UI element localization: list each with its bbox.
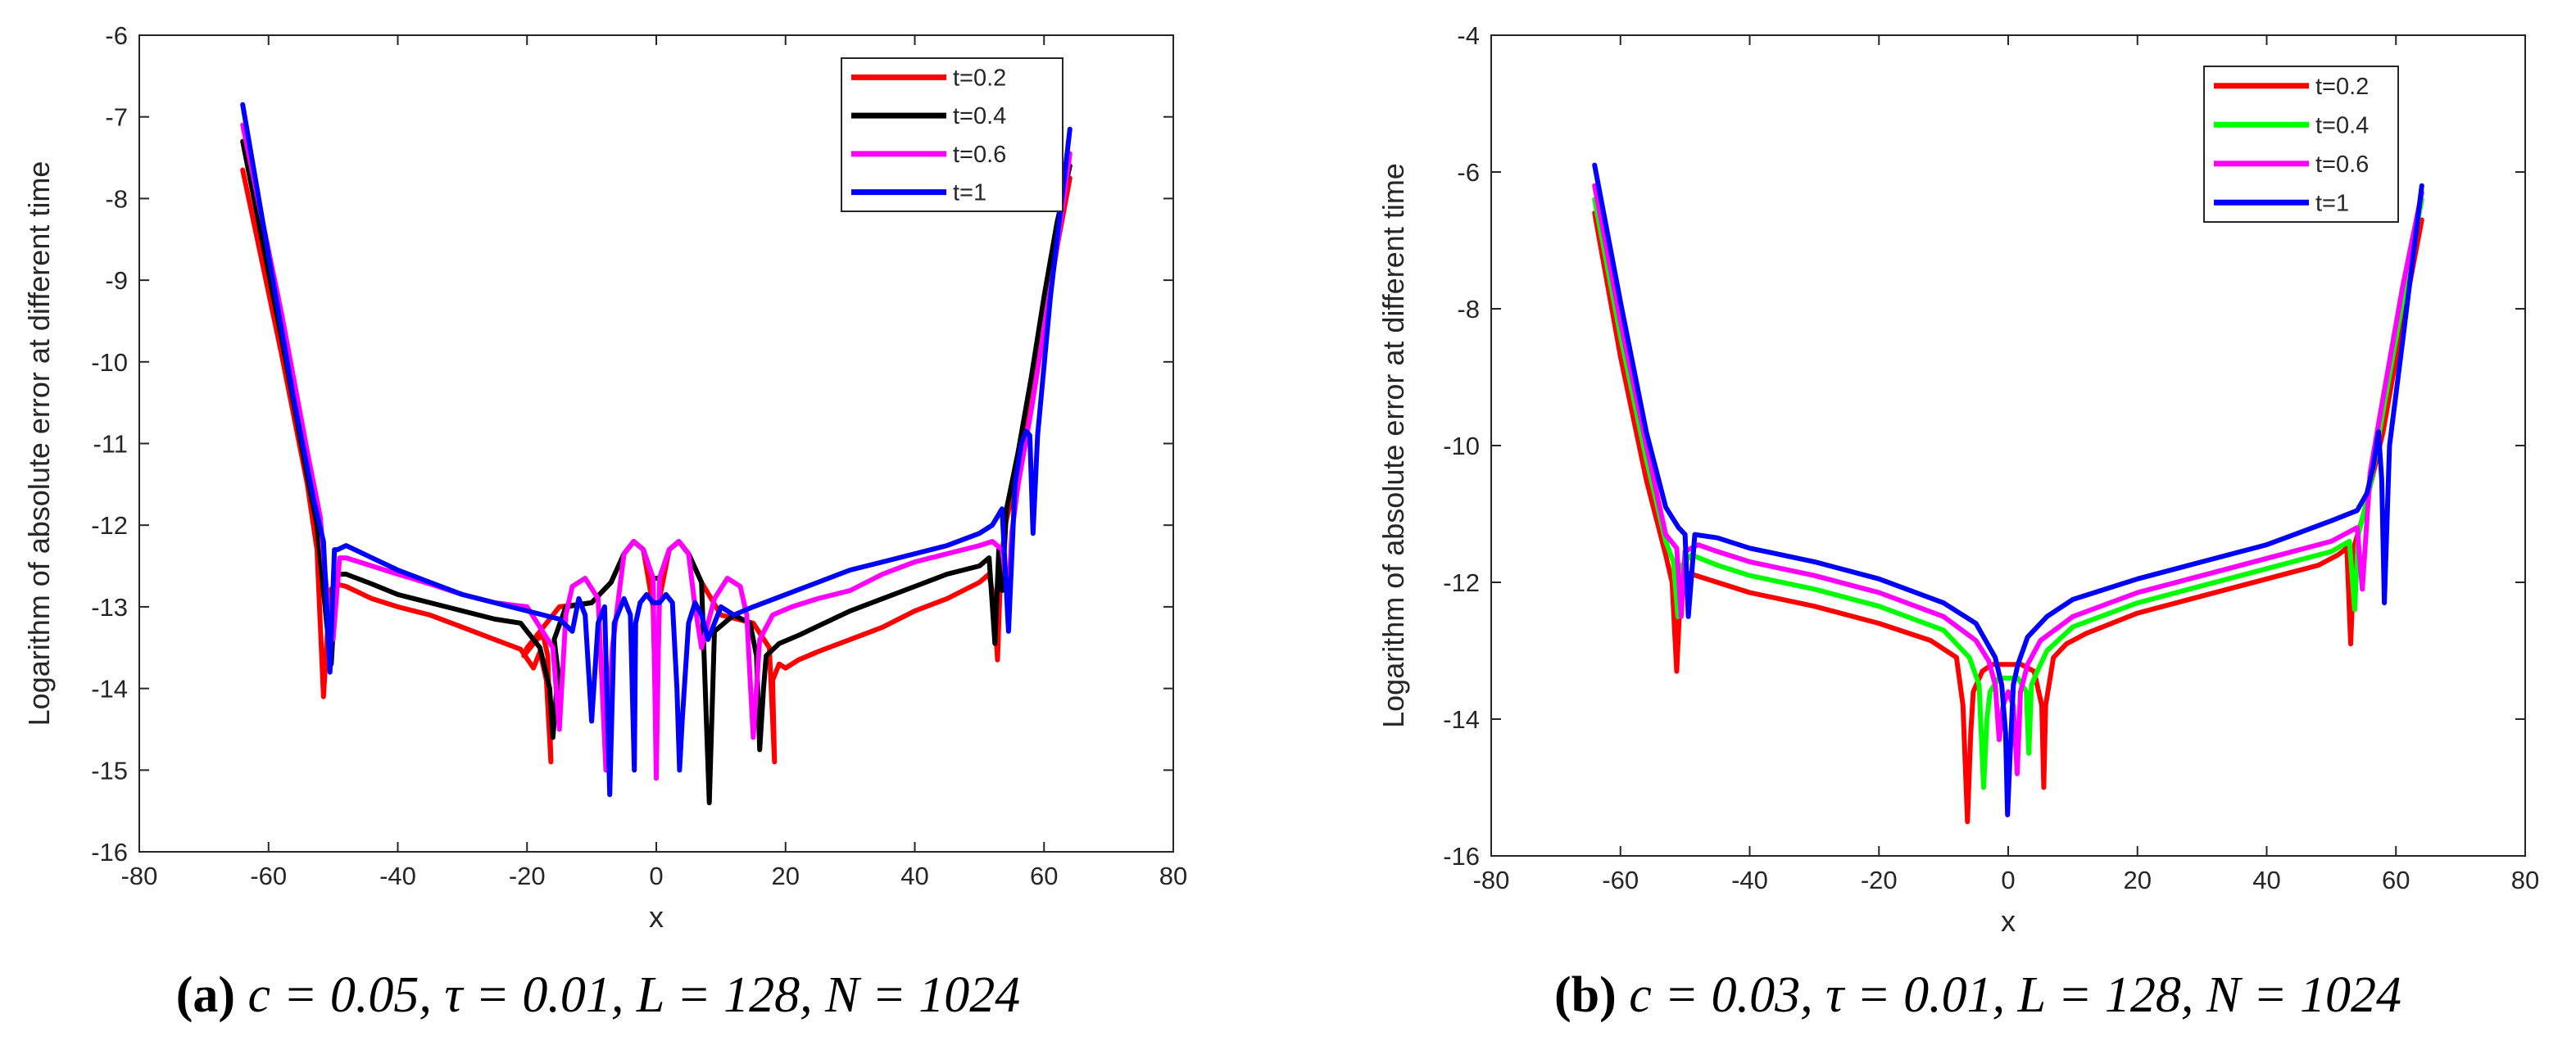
panel-b-y-axis-label: Logarithm of absolute error at different… xyxy=(1376,163,1410,728)
panel-b-y-tick-label: -8 xyxy=(1457,295,1480,324)
panel-a-x-tick-label: -60 xyxy=(250,862,287,890)
panel-a-y-tick-label: -8 xyxy=(105,184,128,213)
panel-a-legend-label: t=0.6 xyxy=(953,142,1006,168)
panel-a-caption-tag: (a) xyxy=(176,967,248,1023)
panel-b-legend-label: t=1 xyxy=(2315,190,2349,216)
panel-b-y-tick-label: -10 xyxy=(1443,432,1480,460)
panel-b-legend: t=0.2 t=0.4 t=0.6 t=1 xyxy=(2203,66,2399,223)
panel-a-series-line-t-0-6 xyxy=(240,122,1073,781)
panel-b-x-tick-label: 60 xyxy=(2382,866,2410,894)
panel-a-y-tick-label: -6 xyxy=(105,21,128,50)
panel-a-legend-box xyxy=(841,57,1064,212)
panel-b-series-line-t-1 xyxy=(1592,162,2424,817)
panel-a-caption: (a) c = 0.05, τ = 0.01, L = 128, N = 102… xyxy=(176,967,1021,1023)
panel-b-legend-label: t=0.6 xyxy=(2315,152,2369,178)
panel-a-x-tick-label: 80 xyxy=(1159,862,1187,890)
panel-b-series-group xyxy=(1592,162,2424,825)
panel-b-x-tick-label: -20 xyxy=(1861,866,1898,894)
panel-b-caption-text: c = 0.03, τ = 0.01, L = 128, N = 1024 xyxy=(1629,967,2401,1023)
panel-b-y-tick-label: -4 xyxy=(1457,21,1480,50)
panel-b-x-tick-label: 80 xyxy=(2511,866,2539,894)
panel-a-y-tick-label: -12 xyxy=(91,511,128,540)
panel-b-x-tick-label: 40 xyxy=(2252,866,2280,894)
panel-a-series-line-t-1 xyxy=(240,102,1073,798)
panel-b-x-tick-label: 20 xyxy=(2124,866,2152,894)
panel-a-x-tick-label: -40 xyxy=(379,862,416,890)
panel-a-chart: -80 -60 -40 -20 0 20 40 60 80 -16 -15 -14 -13 -12 -11 -… xyxy=(22,21,1187,1023)
panel-a-series-group xyxy=(240,102,1073,806)
panel-b-legend-label: t=0.4 xyxy=(2315,112,2369,138)
panel-a-y-tick-label: -16 xyxy=(91,838,128,867)
panel-b-y-tick-label: -16 xyxy=(1443,842,1480,871)
panel-b-x-tick-label: -40 xyxy=(1731,866,1768,894)
panel-a-legend: t=0.2 t=0.4 t=0.6 t=1 xyxy=(841,57,1064,212)
panel-a-x-axis-label: x xyxy=(649,900,664,934)
panel-b-x-axis-label: x xyxy=(2001,904,2016,938)
panel-a-caption-text: c = 0.05, τ = 0.01, L = 128, N = 1024 xyxy=(248,967,1021,1023)
panel-a-x-tick-label: 20 xyxy=(772,862,800,890)
panel-b-x-tick-label: -60 xyxy=(1602,866,1639,894)
panel-a-y-tick-label: -7 xyxy=(105,103,128,132)
panel-b-y-tick-label: -6 xyxy=(1457,158,1480,187)
panel-a-x-tick-label: 40 xyxy=(900,862,928,890)
panel-b-x-tick-label: -80 xyxy=(1473,866,1510,894)
panel-b-caption-tag: (b) xyxy=(1554,967,1629,1023)
panel-b-y-tick-label: -14 xyxy=(1443,705,1480,734)
panel-a-legend-label: t=1 xyxy=(953,180,986,206)
panel-b-chart: -80 -60 -40 -20 0 20 40 60 80 -16 -14 -12 -10 -8 -6 -4 x… xyxy=(1376,21,2539,1023)
panel-a-y-tick-label: -11 xyxy=(93,430,128,459)
panel-a-y-axis-label: Logarithm of absolute error at different… xyxy=(22,161,56,726)
panel-a-y-tick-label: -10 xyxy=(91,348,128,377)
panel-b-x-tick-label: 0 xyxy=(2001,866,2015,894)
panel-b-legend-box xyxy=(2203,66,2399,223)
panel-a-y-tick-label: -15 xyxy=(91,756,128,785)
panel-b-y-tick-label: -12 xyxy=(1443,568,1480,597)
panel-a-x-tick-label: -20 xyxy=(509,862,546,890)
panel-a-x-tick-label: -80 xyxy=(121,862,158,890)
panel-b-legend-label: t=0.2 xyxy=(2315,74,2369,100)
panel-a-x-tick-label: 60 xyxy=(1030,862,1058,890)
panel-a-y-tick-label: -14 xyxy=(91,675,128,704)
panel-b-caption: (b) c = 0.03, τ = 0.01, L = 128, N = 102… xyxy=(1554,967,2401,1023)
panel-a-legend-label: t=0.2 xyxy=(953,65,1006,91)
panel-a-legend-label: t=0.4 xyxy=(953,103,1006,129)
panel-a-y-tick-label: -13 xyxy=(91,593,128,622)
panel-a-y-tick-label: -9 xyxy=(105,266,128,295)
panel-a-x-tick-label: 0 xyxy=(649,862,663,890)
